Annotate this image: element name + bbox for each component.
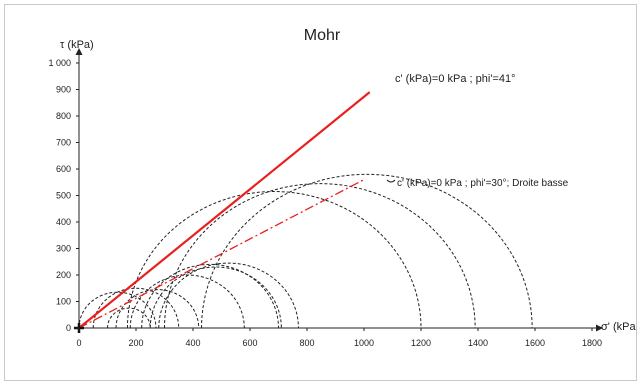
y-tick-label: 500: [56, 191, 71, 201]
mohr-circle-8: [158, 262, 299, 329]
mohr-circle-4: [115, 289, 200, 329]
failure-envelopes: [78, 91, 371, 329]
annotation-connector: [386, 179, 396, 183]
x-tick-label: 600: [242, 338, 257, 348]
x-tick-label: 1200: [411, 338, 431, 348]
y-tick-label: 200: [56, 270, 71, 280]
x-tick-label: 1400: [468, 338, 488, 348]
annotation-upper-envelope: c' (kPa)=0 kPa ; phi'=41°: [395, 73, 516, 85]
mohr-circle-7: [149, 266, 282, 329]
y-tick-label: 300: [56, 244, 71, 254]
y-tick-label: 0: [66, 323, 71, 333]
axes: [74, 48, 603, 333]
chart-title: Mohr: [304, 27, 341, 44]
y-tick-label: 900: [56, 85, 71, 95]
x-tick-label: 400: [185, 338, 200, 348]
y-tick-label: 600: [56, 164, 71, 174]
mohr-circle-6: [141, 263, 279, 329]
lower-envelope-line: [78, 179, 365, 329]
y-tick-label: 700: [56, 138, 71, 148]
y-tick-label: 800: [56, 111, 71, 121]
x-axis-label: σ' (kPa: [601, 321, 636, 333]
y-axis-label: τ (kPa): [60, 39, 94, 51]
y-axis-arrow: [75, 48, 83, 55]
x-tick-label: 1600: [525, 338, 545, 348]
mohr-circle-11: [201, 173, 533, 329]
x-tick-label: 1800: [582, 338, 602, 348]
x-tick-label: 800: [299, 338, 314, 348]
y-tick-label: 100: [56, 297, 71, 307]
mohr-circle-10: [164, 183, 476, 329]
y-tick-label: 400: [56, 217, 71, 227]
upper-envelope-line: [78, 91, 371, 329]
annotation-lower-envelope: c' (kPa)=0 kPa ; phi'=30°; Droite basse: [397, 178, 569, 189]
mohr-circles: [78, 173, 533, 329]
y-tick-label: 1 000: [48, 58, 71, 68]
y-tick-labels: 0 100 200 300 400 500 600 700 800 900 1 000: [48, 58, 71, 333]
x-tick-label: 0: [76, 338, 81, 348]
x-tick-labels: 0 200 400 600 800 1000 1200 1400 1600 1800: [76, 338, 602, 348]
mohr-circle-9: [126, 191, 422, 329]
x-tick-label: 200: [128, 338, 143, 348]
mohr-circle-2: [92, 287, 180, 329]
x-axis-arrow: [596, 324, 603, 332]
x-tick-label: 1000: [354, 338, 374, 348]
mohr-circle-3: [107, 307, 151, 329]
